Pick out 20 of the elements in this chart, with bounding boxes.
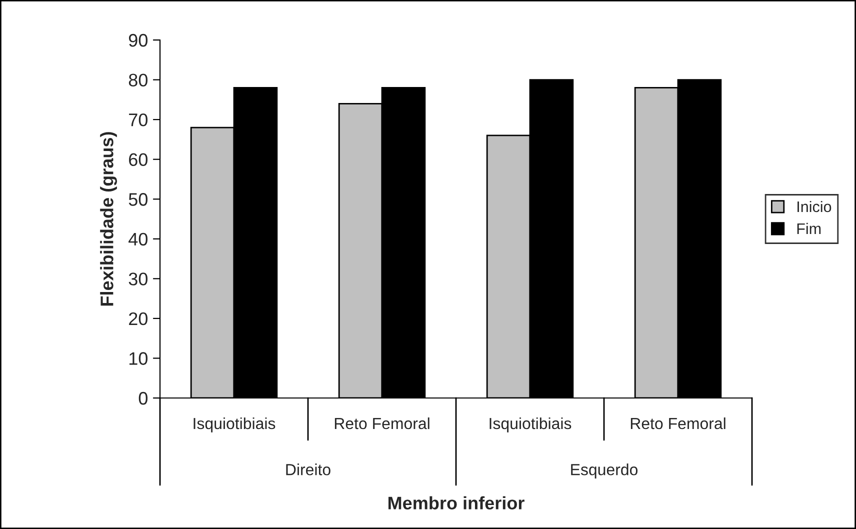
legend-label: Fim (797, 222, 821, 234)
y-tick-label: 80 (128, 74, 148, 86)
x-axis-title: Membro inferior (388, 496, 524, 510)
y-tick-label: 0 (138, 392, 148, 405)
y-tick-label: 70 (129, 113, 148, 126)
y-tick-label: 90 (128, 34, 148, 47)
y-tick-label: 20 (129, 312, 148, 326)
x-tick-label: Isquiotibiais (194, 417, 276, 432)
y-axis-title: Flexibilidade (graus) (100, 132, 117, 306)
y-tick-label: 60 (129, 153, 148, 166)
x-tick-label: Reto Femoral (334, 417, 430, 430)
x-tick-label: Reto Femoral (630, 417, 726, 430)
x-tick-label: Isquiotibiais (490, 417, 572, 432)
y-tick-label: 10 (129, 352, 148, 365)
text: Direito (286, 464, 330, 476)
legend-label: Inicio (798, 200, 832, 212)
y-tick-label: 50 (128, 193, 148, 206)
y-tick-label: 40 (128, 232, 148, 246)
text: Esquerdo (571, 464, 638, 478)
y-tick-label: 30 (128, 272, 148, 286)
